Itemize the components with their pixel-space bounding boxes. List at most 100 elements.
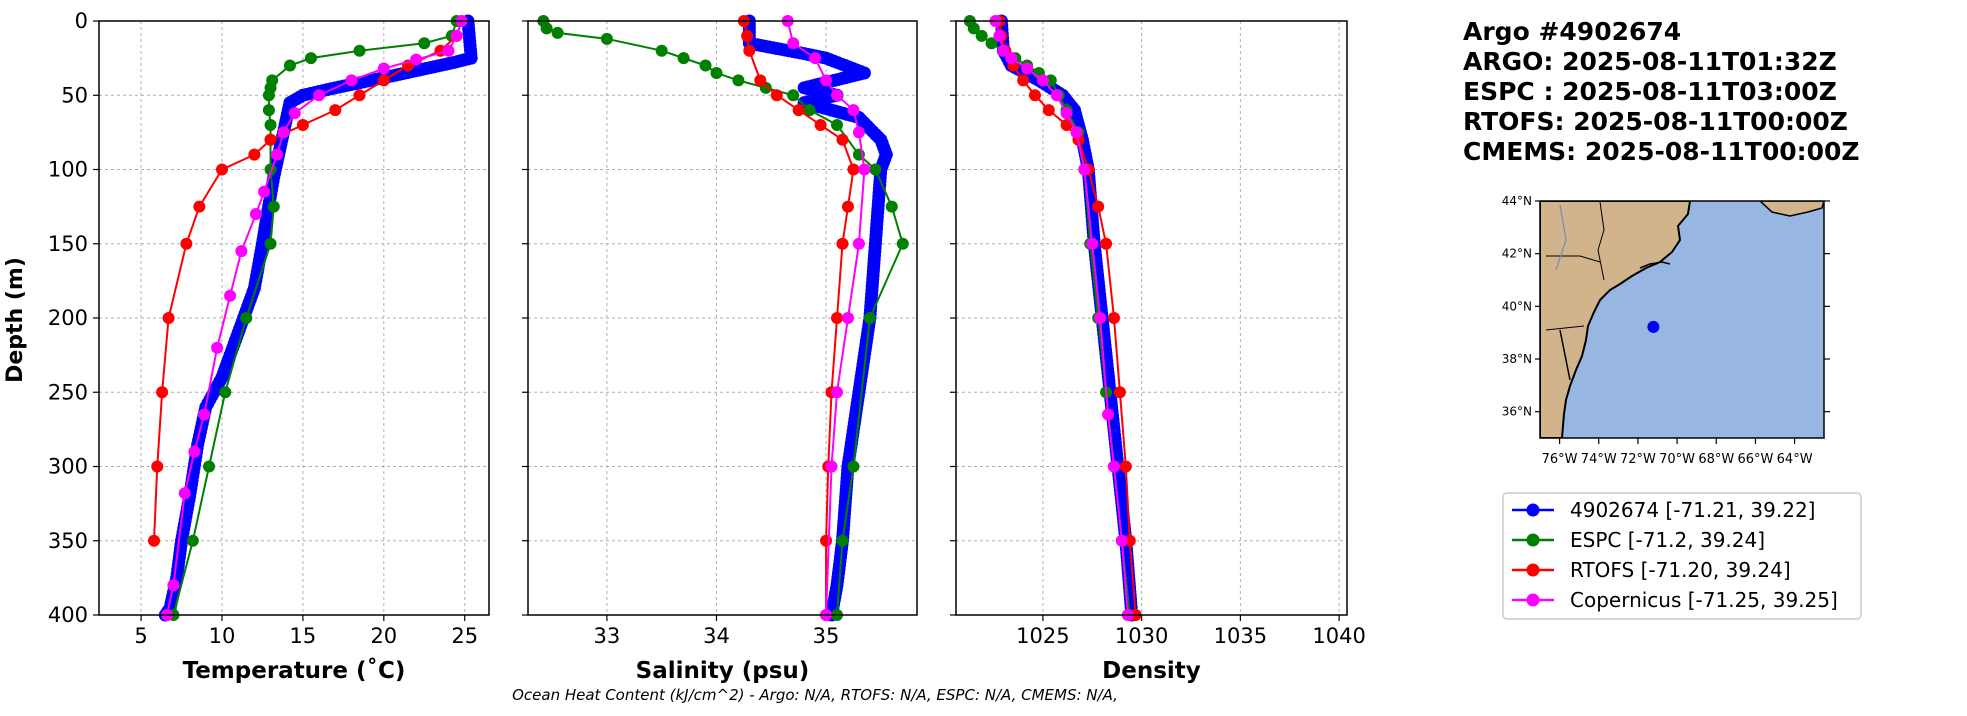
- series-copernicus-point: [224, 289, 237, 302]
- series-espc-point: [699, 59, 712, 72]
- legend-marker-swatch: [1526, 593, 1540, 607]
- series-copernicus-point: [809, 52, 822, 65]
- series-copernicus-point: [841, 312, 854, 324]
- series-rtofs-point: [1092, 200, 1105, 213]
- series-espc-point: [985, 37, 998, 50]
- series-rtofs-point: [1028, 89, 1041, 102]
- panel-series: [148, 14, 478, 622]
- map-lat-label: 36°N: [1502, 405, 1532, 419]
- series-espc-point: [803, 104, 816, 117]
- series-espc-line: [172, 20, 458, 616]
- series-copernicus-point: [277, 126, 290, 139]
- x-tick-label: 20: [370, 624, 397, 648]
- series-copernicus-point: [345, 74, 358, 87]
- y-tick-label: 50: [61, 83, 88, 107]
- series-espc-point: [896, 237, 909, 250]
- series-copernicus-point: [1078, 163, 1091, 176]
- series-copernicus-point: [831, 386, 844, 399]
- series-rtofs-point: [264, 133, 277, 146]
- series-espc-point: [869, 163, 882, 176]
- series-copernicus-point: [167, 579, 180, 592]
- header-line-argo-time: ARGO: 2025-08-11T01:32Z: [1463, 47, 1837, 76]
- header-line-espc-time: ESPC : 2025-08-11T03:00Z: [1463, 77, 1837, 106]
- series-copernicus-point: [831, 89, 844, 102]
- map-lon-label: 66°W: [1737, 452, 1773, 467]
- series-rtofs-point: [792, 104, 805, 117]
- x-tick-label: 15: [290, 624, 317, 648]
- x-tick-label: 34: [703, 624, 730, 648]
- legend-entry: RTOFS [-71.20, 39.24]: [1512, 558, 1791, 582]
- series-rtofs-point: [215, 163, 228, 176]
- series-copernicus-point: [271, 148, 284, 161]
- series-espc-point: [267, 200, 280, 213]
- series-rtofs-point: [180, 237, 193, 250]
- series-copernicus-point: [825, 460, 838, 473]
- series-rtofs-point: [162, 312, 175, 324]
- series-espc-point: [186, 534, 199, 547]
- map-lon-label: 72°W: [1620, 452, 1656, 467]
- series-espc-point: [262, 89, 275, 102]
- legend-label: 4902674 [-71.21, 39.22]: [1570, 498, 1815, 522]
- x-axis-title: Salinity (psu): [636, 658, 810, 684]
- y-tick-label: 400: [48, 603, 88, 627]
- series-espc-point: [600, 32, 613, 45]
- map-cape-cod: [1639, 261, 1671, 269]
- series-rtofs-point: [1060, 118, 1073, 131]
- legend: 4902674 [-71.21, 39.22] ESPC [-71.2, 39.2…: [1502, 492, 1862, 620]
- map-lon-label: 76°W: [1542, 452, 1578, 467]
- header-line-float-id: Argo #4902674: [1463, 17, 1681, 46]
- series-copernicus-point: [1005, 52, 1018, 65]
- series-espc-point: [219, 386, 232, 399]
- series-rtofs-point: [820, 534, 833, 547]
- float-info-header: Argo #4902674 ARGO: 2025-08-11T01:32Z ES…: [1463, 17, 1860, 166]
- ocean-heat-content-caption: Ocean Heat Content (kJ/cm^2) - Argo: N/A…: [512, 686, 1118, 704]
- legend-frame: [1502, 492, 1862, 620]
- map-lon-label: 70°W: [1659, 452, 1695, 467]
- legend-entries: 4902674 [-71.21, 39.22] ESPC [-71.2, 39.2…: [1512, 498, 1838, 612]
- panel-frame: [527, 20, 918, 616]
- map-frame: [1539, 200, 1825, 439]
- series-espc-point: [264, 237, 277, 250]
- map-state-border: [1546, 255, 1601, 263]
- map-state-border: [1545, 325, 1585, 331]
- series-espc-point: [831, 118, 844, 131]
- series-rtofs-point: [329, 104, 342, 117]
- series-copernicus-point: [288, 107, 301, 120]
- map-lon-label: 64°W: [1777, 452, 1813, 467]
- legend-marker-swatch: [1526, 533, 1540, 547]
- profile-panel-3: 1025 1030 1035 1040 Density: [950, 14, 1366, 684]
- series-copernicus-point: [410, 53, 423, 66]
- series-espc-point: [885, 200, 898, 213]
- series-copernicus-point: [1115, 534, 1128, 547]
- series-copernicus-point: [1070, 126, 1083, 139]
- map-ticks: 44°N 42°N 40°N 38°N 36°N 76°W 74°W 72°W 70°W 68°W…: [1502, 194, 1830, 467]
- series-copernicus-point: [820, 74, 833, 87]
- x-axis-title: Density: [1102, 658, 1201, 684]
- x-tick-label: 1040: [1312, 624, 1365, 648]
- series-copernicus-point: [313, 89, 326, 102]
- y-tick-label: 100: [48, 158, 88, 182]
- series-copernicus-point: [1094, 312, 1107, 324]
- map-river: [1555, 204, 1567, 271]
- series-rtofs-point: [353, 89, 366, 102]
- y-tick-label: 350: [48, 529, 88, 553]
- series-rtofs-point: [151, 460, 164, 473]
- series-rtofs-point: [847, 163, 860, 176]
- series-copernicus-point: [188, 445, 201, 458]
- x-tick-label: 25: [451, 624, 478, 648]
- series-copernicus-point: [1021, 62, 1034, 75]
- series-rtofs-point: [754, 74, 767, 87]
- series-espc-point: [710, 66, 723, 79]
- legend-entry: ESPC [-71.2, 39.24]: [1512, 528, 1765, 552]
- profile-panel-1: 5 10 15 20 25050100150200250300350400Tempera…: [48, 9, 490, 684]
- series-espc-point: [540, 22, 553, 35]
- panel-series: [963, 14, 1142, 622]
- y-tick-label: 250: [48, 380, 88, 404]
- series-espc-point: [418, 37, 431, 50]
- header-line-rtofs-time: RTOFS: 2025-08-11T00:00Z: [1463, 107, 1848, 136]
- series-rtofs-point: [1100, 237, 1113, 250]
- y-tick-label: 200: [48, 306, 88, 330]
- series-espc-point: [863, 312, 876, 324]
- x-axis-title: Temperature (˚C): [183, 657, 406, 684]
